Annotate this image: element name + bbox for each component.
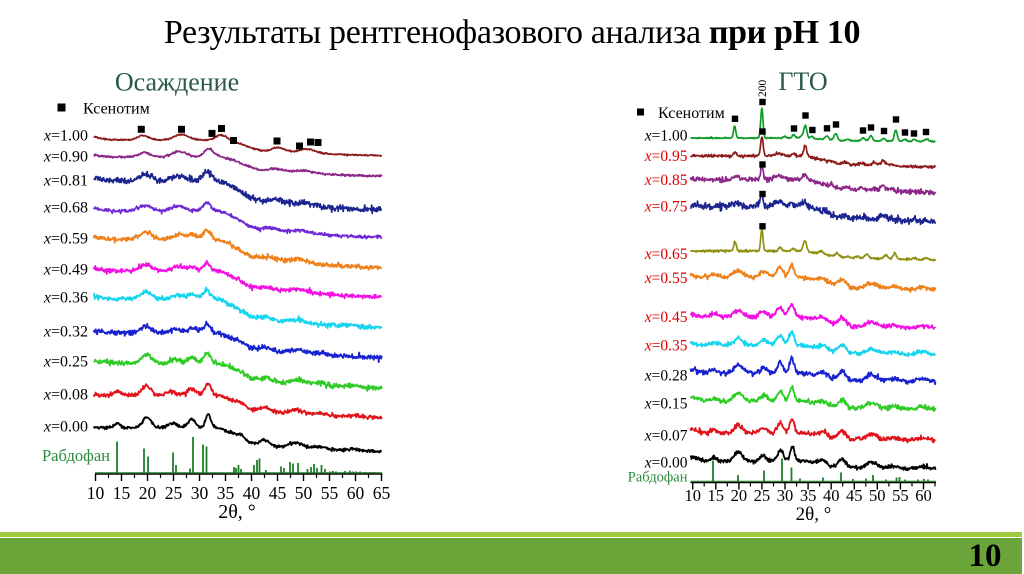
svg-text:40: 40 — [823, 486, 840, 505]
svg-text:x=0.32: x=0.32 — [43, 324, 88, 341]
svg-text:15: 15 — [708, 486, 725, 505]
svg-text:x=0.45: x=0.45 — [644, 309, 688, 326]
svg-text:x=0.28: x=0.28 — [644, 368, 688, 385]
svg-text:30: 30 — [191, 483, 209, 503]
svg-text:60: 60 — [347, 483, 365, 503]
svg-text:x=0.81: x=0.81 — [43, 173, 88, 190]
svg-text:60: 60 — [915, 486, 932, 505]
svg-text:25: 25 — [165, 483, 183, 503]
svg-text:45: 45 — [269, 483, 287, 503]
svg-text:x=1.00: x=1.00 — [43, 128, 88, 145]
svg-text:x=0.90: x=0.90 — [43, 149, 88, 166]
svg-text:x=0.25: x=0.25 — [43, 354, 88, 371]
svg-text:Осаждение: Осаждение — [115, 68, 239, 97]
svg-text:x=0.75: x=0.75 — [644, 198, 688, 215]
svg-text:x=0.00: x=0.00 — [43, 419, 88, 436]
svg-text:20: 20 — [731, 486, 748, 505]
svg-text:Рабдофан: Рабдофан — [42, 446, 110, 465]
svg-text:45: 45 — [846, 486, 863, 505]
svg-text:35: 35 — [217, 483, 235, 503]
svg-text:x=0.95: x=0.95 — [644, 148, 688, 165]
svg-text:10: 10 — [684, 486, 701, 505]
svg-text:25: 25 — [754, 486, 771, 505]
svg-text:x=0.08: x=0.08 — [43, 387, 88, 404]
svg-text:55: 55 — [892, 486, 909, 505]
svg-text:x=0.49: x=0.49 — [43, 262, 88, 279]
svg-text:2θ, °: 2θ, ° — [218, 501, 256, 523]
svg-text:50: 50 — [869, 486, 886, 505]
svg-text:20: 20 — [139, 483, 157, 503]
svg-text:30: 30 — [777, 486, 794, 505]
svg-text:40: 40 — [243, 483, 261, 503]
svg-text:x=0.65: x=0.65 — [644, 246, 688, 263]
svg-text:35: 35 — [800, 486, 817, 505]
svg-text:x=0.55: x=0.55 — [644, 270, 688, 287]
svg-text:x=0.85: x=0.85 — [644, 172, 688, 189]
svg-text:x=0.35: x=0.35 — [644, 338, 688, 355]
svg-text:55: 55 — [321, 483, 339, 503]
svg-text:x=0.59: x=0.59 — [43, 231, 88, 248]
svg-text:x=0.00: x=0.00 — [644, 455, 688, 472]
svg-text:x=0.36: x=0.36 — [43, 290, 88, 307]
svg-text:10: 10 — [87, 483, 105, 503]
svg-text:x=0.68: x=0.68 — [43, 200, 88, 217]
svg-text:Рабдофан: Рабдофан — [628, 470, 688, 486]
svg-text:Ксенотим: Ксенотим — [83, 101, 150, 118]
svg-text:x=0.07: x=0.07 — [644, 428, 688, 445]
svg-text:50: 50 — [295, 483, 313, 503]
svg-text:ГТО: ГТО — [778, 67, 827, 96]
svg-text:x=0.15: x=0.15 — [644, 395, 688, 412]
svg-text:Ксенотим: Ксенотим — [658, 105, 725, 122]
svg-text:15: 15 — [113, 483, 131, 503]
svg-text:200: 200 — [757, 80, 769, 98]
svg-text:65: 65 — [373, 483, 391, 503]
svg-text:2θ, °: 2θ, ° — [796, 504, 832, 525]
svg-text:x=1.00: x=1.00 — [644, 127, 688, 144]
